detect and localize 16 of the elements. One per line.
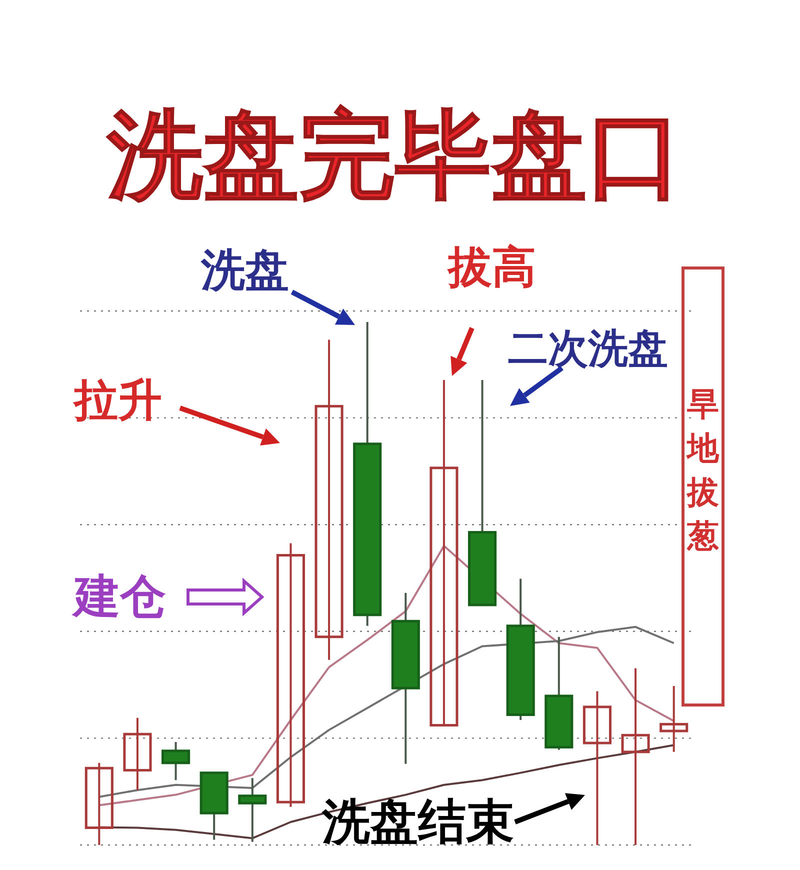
candlestick xyxy=(314,338,344,661)
text: 拔高 xyxy=(446,242,536,293)
candlestick xyxy=(238,777,267,843)
annotation: 二次洗盘 xyxy=(508,326,668,372)
candlestick xyxy=(276,542,305,808)
annotation: 洗盘结束 xyxy=(321,794,514,850)
annotation: 拉升 xyxy=(72,375,162,426)
candlestick xyxy=(621,667,650,846)
candlestick xyxy=(84,762,114,846)
chart-title: 洗盘完毕盘口 xyxy=(106,99,683,211)
annotation: 旱地拔葱 xyxy=(685,385,720,555)
candlestick xyxy=(430,379,458,726)
annotation: 建仓 xyxy=(71,569,166,623)
candlestick xyxy=(660,685,688,753)
text: 洗盘 xyxy=(200,245,289,296)
candlestick xyxy=(123,716,152,792)
